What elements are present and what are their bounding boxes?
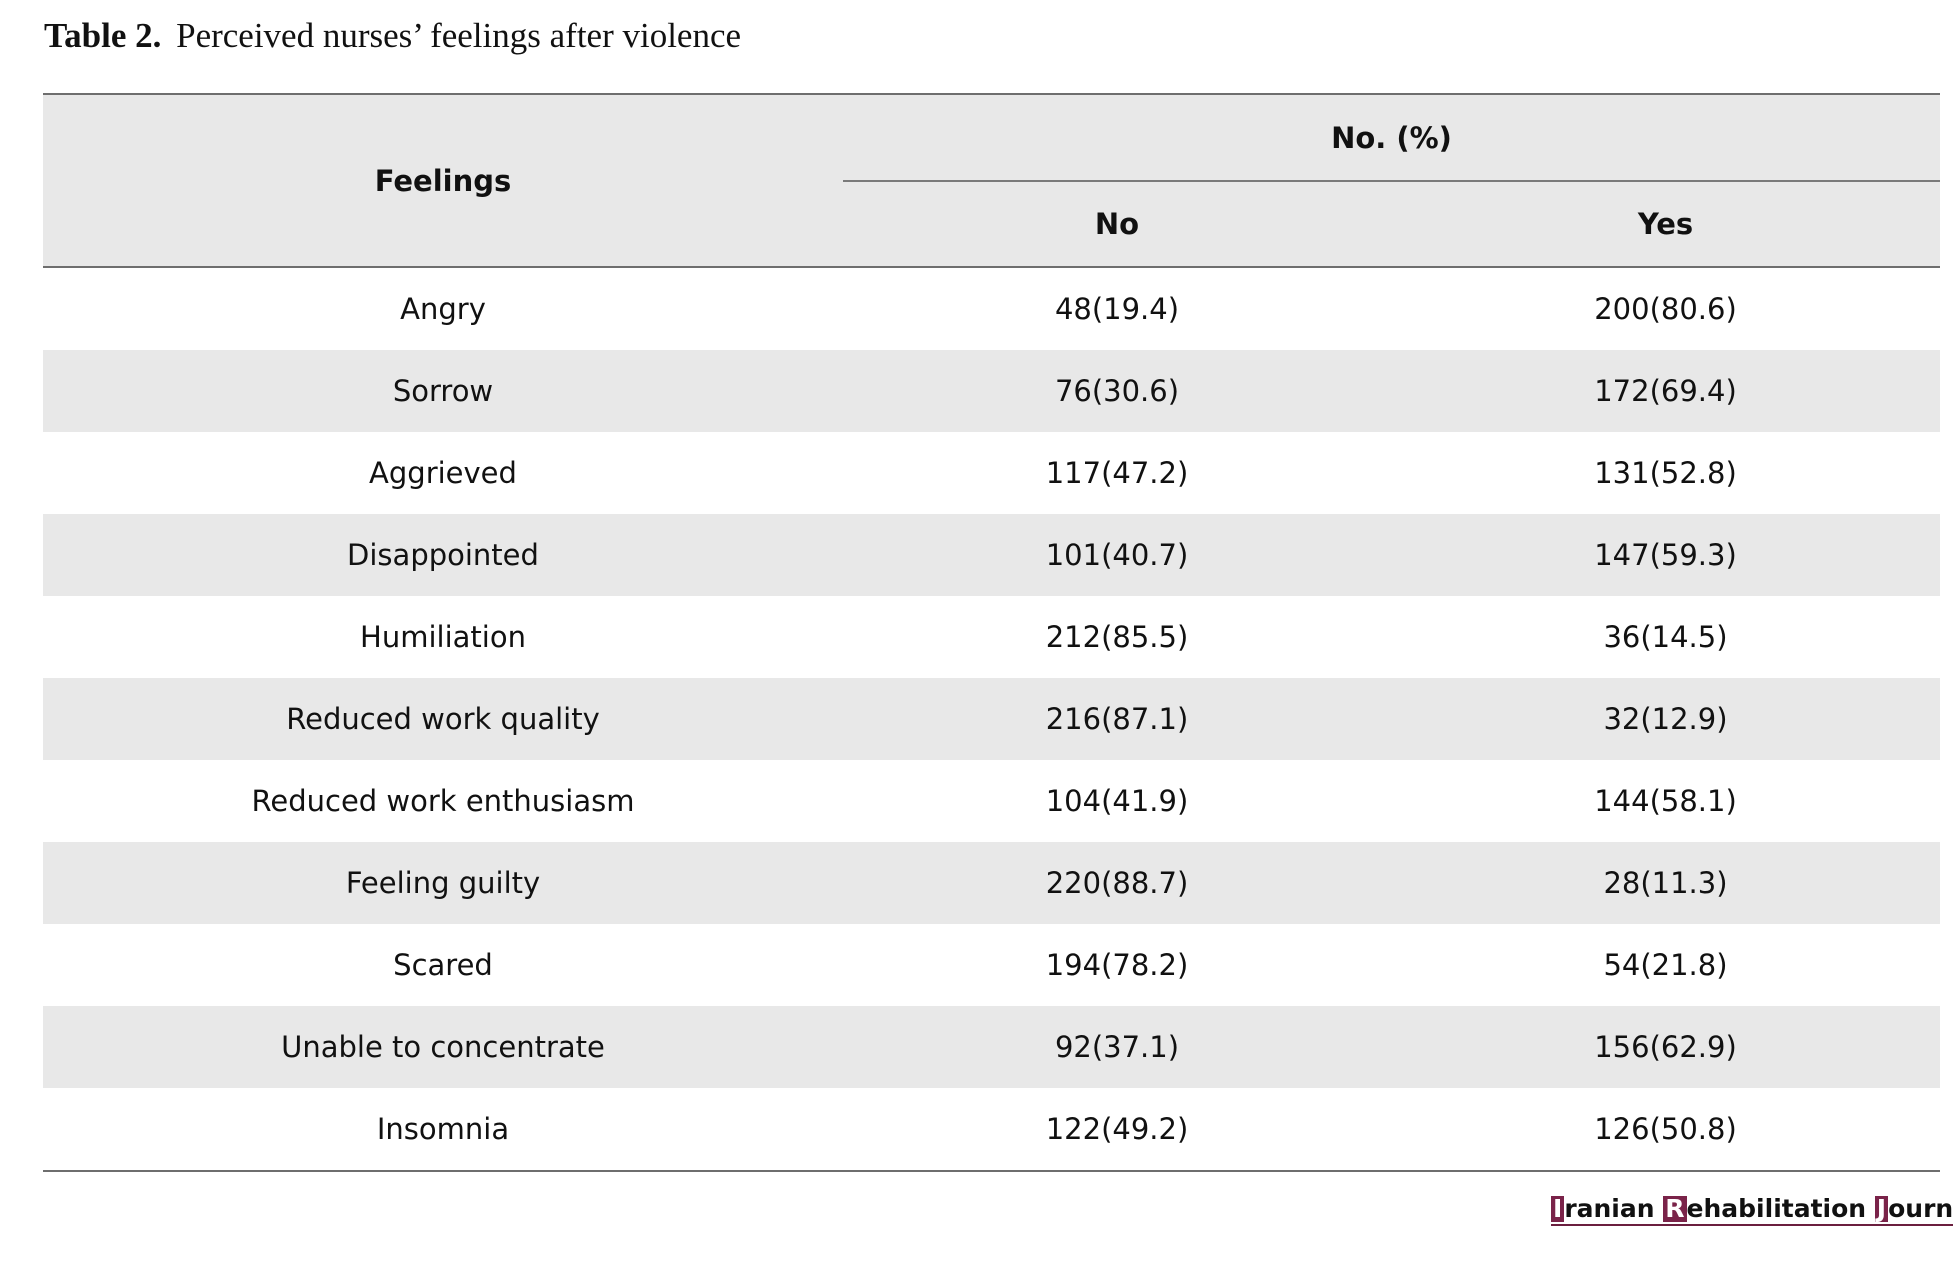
- journal-logo-initial: I: [1551, 1194, 1565, 1223]
- table-row: Insomnia 122(49.2) 126(50.8): [43, 1088, 1940, 1172]
- journal-logo: Iranian Rehabilitation Journal: [1551, 1194, 1953, 1226]
- cell-yes: 36(14.5): [1603, 620, 1728, 654]
- cell-yes: 28(11.3): [1391, 842, 1940, 924]
- table-row: Reduced work quality 216(87.1) 32(12.9): [43, 678, 1940, 760]
- table-caption: Table 2. Perceived nurses’ feelings afte…: [44, 16, 741, 56]
- cell-yes: 172(69.4): [1391, 350, 1940, 432]
- feelings-table-container: Feelings No. (%) No Yes Angry 48(19.4) 2…: [43, 93, 1940, 1172]
- cell-yes: 32(12.9): [1391, 678, 1940, 760]
- column-header-feelings: Feelings: [43, 93, 843, 268]
- cell-feeling: Sorrow: [43, 350, 843, 432]
- table-row: Humiliation 212(85.5) 36(14.5): [43, 596, 1940, 678]
- cell-no: 48(19.4): [1054, 292, 1180, 326]
- cell-feeling: Reduced work quality: [43, 678, 843, 760]
- cell-yes: 147(59.3): [1391, 514, 1940, 596]
- column-group-header-count-percent: No. (%): [843, 93, 1940, 182]
- table-body: Angry 48(19.4) 200(80.6) Sorrow 76(30.6)…: [43, 267, 1940, 1172]
- cell-feeling: Aggrieved: [369, 456, 517, 490]
- cell-no: 101(40.7): [843, 514, 1391, 596]
- table-row: Sorrow 76(30.6) 172(69.4): [43, 350, 1940, 432]
- cell-yes: 131(52.8): [1594, 456, 1737, 490]
- journal-logo-text: ranian: [1564, 1194, 1664, 1223]
- cell-yes: 54(21.8): [1603, 948, 1728, 982]
- cell-no: 220(88.7): [843, 842, 1391, 924]
- journal-logo-text: ehabilitation: [1686, 1194, 1875, 1223]
- cell-feeling: Disappointed: [43, 514, 843, 596]
- journal-logo-initial: R: [1663, 1194, 1687, 1223]
- cell-no: 92(37.1): [843, 1006, 1391, 1088]
- cell-feeling: Unable to concentrate: [43, 1006, 843, 1088]
- cell-feeling: Feeling guilty: [43, 842, 843, 924]
- cell-feeling: Angry: [400, 292, 486, 326]
- table-header: Feelings No. (%) No Yes: [43, 93, 1940, 268]
- cell-yes: 156(62.9): [1391, 1006, 1940, 1088]
- table-row: Aggrieved 117(47.2) 131(52.8): [43, 432, 1940, 514]
- cell-no: 117(47.2): [1045, 456, 1189, 490]
- table-row: Reduced work enthusiasm 104(41.9) 144(58…: [43, 760, 1940, 842]
- cell-no: 104(41.9): [1045, 784, 1189, 818]
- cell-no: 194(78.2): [1045, 948, 1189, 982]
- cell-feeling: Humiliation: [360, 620, 526, 654]
- table-row: Scared 194(78.2) 54(21.8): [43, 924, 1940, 1006]
- cell-feeling: Reduced work enthusiasm: [251, 784, 635, 818]
- table-caption-label: Table 2.: [44, 16, 162, 55]
- table-row: Disappointed 101(40.7) 147(59.3): [43, 514, 1940, 596]
- cell-no: 212(85.5): [1045, 620, 1189, 654]
- cell-yes: 126(50.8): [1391, 1088, 1940, 1172]
- cell-feeling: Insomnia: [43, 1088, 843, 1172]
- cell-no: 76(30.6): [843, 350, 1391, 432]
- cell-no: 122(49.2): [843, 1088, 1391, 1172]
- cell-feeling: Scared: [393, 948, 493, 982]
- table-row: Feeling guilty 220(88.7) 28(11.3): [43, 842, 1940, 924]
- column-header-yes: Yes: [1391, 181, 1940, 268]
- journal-logo-initial: J: [1874, 1194, 1889, 1223]
- cell-yes: 200(80.6): [1594, 292, 1737, 326]
- cell-yes: 144(58.1): [1594, 784, 1737, 818]
- table-row: Angry 48(19.4) 200(80.6): [43, 267, 1940, 350]
- table-row: Unable to concentrate 92(37.1) 156(62.9): [43, 1006, 1940, 1088]
- cell-no: 216(87.1): [843, 678, 1391, 760]
- table-caption-title: Perceived nurses’ feelings after violenc…: [176, 16, 742, 55]
- journal-logo-text: ournal: [1888, 1194, 1953, 1223]
- column-header-no: No: [843, 181, 1391, 268]
- feelings-table: Feelings No. (%) No Yes Angry 48(19.4) 2…: [43, 93, 1940, 1172]
